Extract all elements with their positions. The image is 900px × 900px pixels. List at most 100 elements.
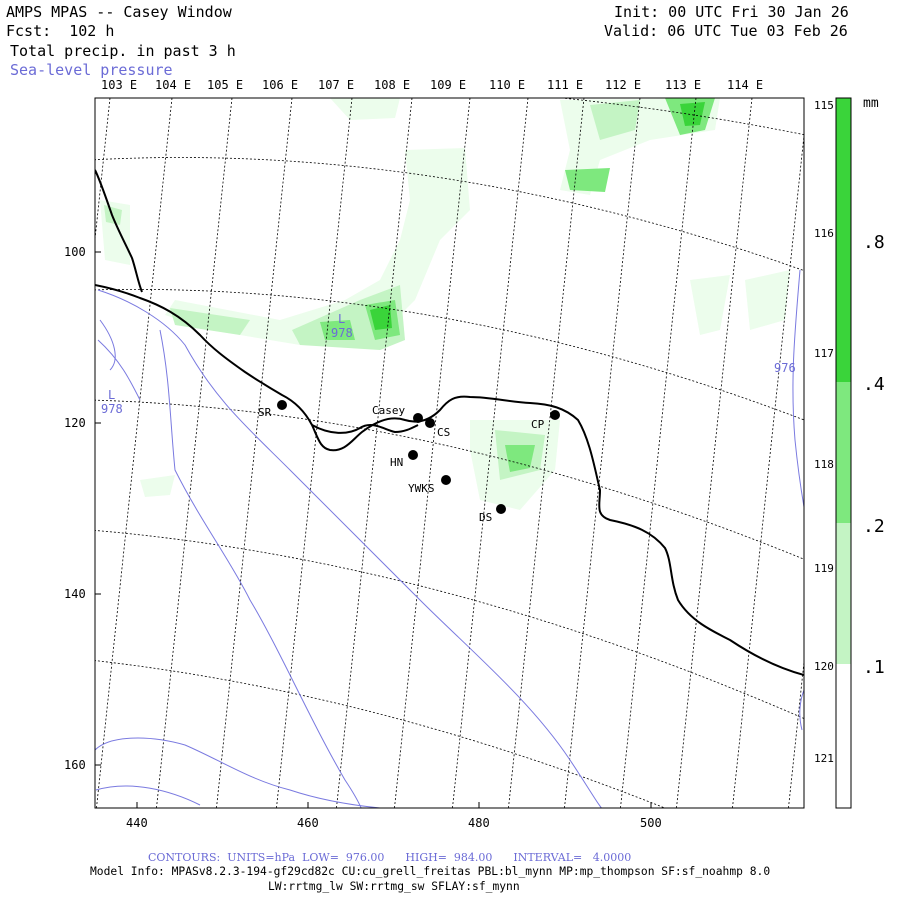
meridian-line <box>276 98 353 808</box>
lon-label: 107 E <box>318 78 354 92</box>
contour-field-name: Sea-level pressure <box>10 61 173 79</box>
map-frame <box>94 97 805 809</box>
station-label: CP <box>531 418 545 431</box>
colorbar: mm .8 .4 .2 .1 <box>835 96 885 809</box>
y-tick-label: 120 <box>64 416 86 430</box>
precip-area <box>140 475 175 497</box>
top-lon-labels: 103 E 104 E 105 E 106 E 107 E 108 E 109 … <box>101 78 763 92</box>
coastline <box>95 169 804 676</box>
colorbar-unit: mm <box>863 96 879 111</box>
colorbar-label: .2 <box>863 516 885 537</box>
contour-info: CONTOURS: UNITS=hPa LOW= 976.00 HIGH= 98… <box>148 851 632 864</box>
graticule <box>95 98 804 808</box>
y-tick-labels: 100 120 140 160 <box>64 245 86 772</box>
station-marker <box>408 450 418 460</box>
forecast-hour: Fcst: 102 h <box>6 22 115 40</box>
y-tick-label: 140 <box>64 587 86 601</box>
isobar <box>159 329 362 808</box>
plot-title: AMPS MPAS -- Casey Window <box>6 3 232 21</box>
x-tick-label: 500 <box>640 816 662 830</box>
meridian-line <box>216 98 293 808</box>
station-marker <box>413 413 423 423</box>
isobar <box>97 339 141 401</box>
x-tick-labels: 440 460 480 500 <box>126 816 662 830</box>
valid-time: Valid: 06 UTC Tue 03 Feb 26 <box>604 22 848 40</box>
lon-label: 110 E <box>489 78 525 92</box>
precip-area <box>170 308 250 335</box>
station-marker <box>441 475 451 485</box>
model-info-physics: LW:rrtmg_lw SW:rrtmg_sw SFLAY:sf_mynn <box>268 880 520 893</box>
low-symbol: L <box>338 312 345 326</box>
meridian-line <box>156 98 233 808</box>
lon-label: 105 E <box>207 78 243 92</box>
precip-area <box>320 320 355 340</box>
pressure-contours <box>95 269 804 808</box>
precip-area <box>590 100 640 140</box>
lon-label: 108 E <box>374 78 410 92</box>
meridian-line <box>336 98 413 808</box>
station-marker <box>277 400 287 410</box>
lon-label: 113 E <box>665 78 701 92</box>
lon-label: 103 E <box>101 78 137 92</box>
precip-area <box>745 270 790 330</box>
precip-area <box>565 168 610 192</box>
colorbar-label: .8 <box>863 232 885 253</box>
x-tick-label: 440 <box>126 816 148 830</box>
colorbar-segment <box>836 523 851 664</box>
colorbar-segment <box>836 382 851 523</box>
field-name: Total precip. in past 3 h <box>10 42 236 60</box>
y-tick-label: 160 <box>64 758 86 772</box>
isobar <box>792 269 804 510</box>
precip-area <box>690 275 730 335</box>
lon-label: 114 E <box>727 78 763 92</box>
parallel-line <box>95 530 804 719</box>
precip-area <box>505 445 535 472</box>
parallel-line <box>557 98 804 136</box>
axis-ticks <box>95 251 652 808</box>
isobar <box>95 785 201 806</box>
precip-area <box>370 305 392 330</box>
low-value: 978 <box>331 326 353 340</box>
lon-label: 109 E <box>430 78 466 92</box>
colorbar-label: .4 <box>863 374 885 395</box>
station-marker <box>425 418 435 428</box>
colorbar-label: .1 <box>863 657 885 678</box>
station-marker <box>550 410 560 420</box>
stations: Casey CS SR CP HN YWKS DS <box>258 400 560 524</box>
precip-area <box>680 102 705 126</box>
colorbar-frame <box>835 97 852 809</box>
station-label: HN <box>390 456 403 469</box>
low-symbol: L <box>108 388 115 402</box>
low-pressure-labels: L 978 L 978 976 <box>101 312 796 416</box>
lon-label: 106 E <box>262 78 298 92</box>
y-tick-label: 100 <box>64 245 86 259</box>
station-label: Casey <box>372 404 405 417</box>
meridian-line <box>95 98 111 243</box>
colorbar-segment <box>836 664 851 808</box>
isobar <box>99 319 116 371</box>
parallel-line <box>95 157 804 272</box>
model-info: Model Info: MPASv8.2.3-194-gf29cd82c CU:… <box>90 865 771 878</box>
x-tick-label: 460 <box>297 816 319 830</box>
lon-label: 112 E <box>605 78 641 92</box>
contour-value-label: 976 <box>774 361 796 375</box>
isobar <box>95 737 381 808</box>
station-marker <box>496 504 506 514</box>
parallel-line <box>95 660 666 808</box>
x-tick-label: 480 <box>468 816 490 830</box>
isobar <box>97 289 603 808</box>
station-label: DS <box>479 511 492 524</box>
station-label: YWKS <box>408 482 435 495</box>
precip-field <box>95 98 804 808</box>
isobar <box>799 689 804 731</box>
init-time: Init: 00 UTC Fri 30 Jan 26 <box>614 3 849 21</box>
colorbar-segment <box>836 98 851 382</box>
precip-area <box>330 98 400 120</box>
lon-label: 111 E <box>547 78 583 92</box>
low-value: 978 <box>101 402 123 416</box>
station-label: CS <box>437 426 450 439</box>
lon-label: 104 E <box>155 78 191 92</box>
parallel-line <box>95 399 804 560</box>
station-label: SR <box>258 406 272 419</box>
